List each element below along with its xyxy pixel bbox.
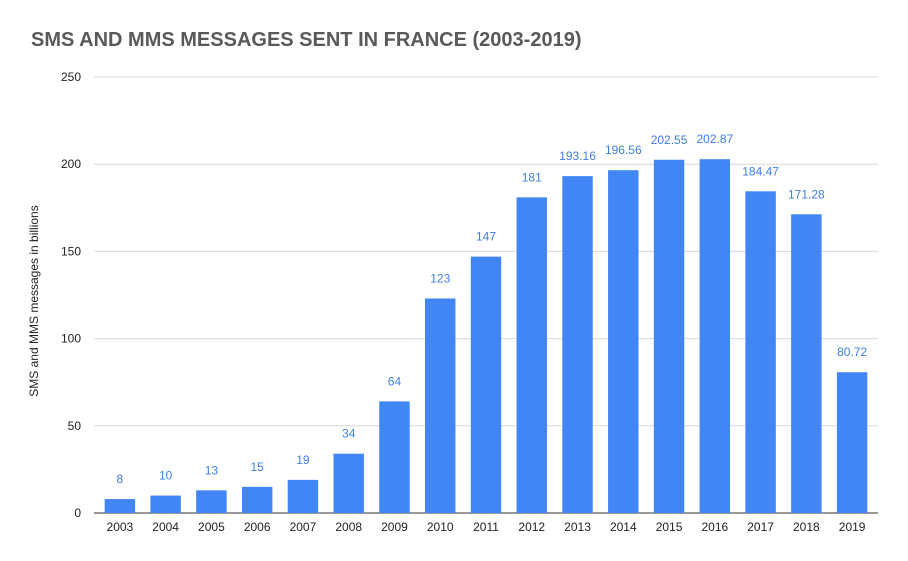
bar-data-label: 181	[522, 170, 542, 184]
x-tick-label: 2009	[381, 520, 408, 534]
bar	[425, 298, 456, 513]
chart-title: SMS AND MMS MESSAGES SENT IN FRANCE (200…	[31, 29, 582, 51]
bar-data-label: 171.28	[788, 187, 825, 201]
data-labels: 8 10 13 15 19 34 64 123 147 181 193.16 196.56 202.55…	[117, 132, 868, 486]
x-tick-label: 2012	[518, 520, 545, 534]
bar-data-label: 8	[117, 472, 124, 486]
bar	[379, 401, 410, 513]
bar-data-label: 13	[205, 463, 219, 477]
x-tick-label: 2017	[747, 520, 774, 534]
x-tick-label: 2019	[839, 520, 866, 534]
bar	[150, 495, 181, 513]
bar-data-label: 202.55	[651, 133, 688, 147]
bar-data-label: 184.47	[742, 164, 779, 178]
bar-data-label: 193.16	[559, 149, 596, 163]
bar-data-label: 64	[388, 374, 402, 388]
bar	[653, 159, 685, 513]
bar-data-label: 34	[342, 427, 356, 441]
x-axis-ticks: 2003 2004 2005 2006 2007 2008 2009 2010 2011 2012…	[107, 520, 866, 534]
bar-data-label: 80.72	[837, 345, 867, 359]
x-tick-label: 2018	[793, 520, 820, 534]
bar	[791, 214, 822, 514]
y-axis-label: SMS and MMS messages in billions	[27, 205, 41, 396]
y-tick-label: 250	[61, 70, 81, 84]
y-tick-label: 200	[61, 157, 81, 171]
y-tick-label: 50	[68, 419, 82, 433]
bar	[470, 256, 502, 513]
bar	[608, 170, 639, 514]
x-tick-label: 2004	[152, 520, 179, 534]
bar	[836, 372, 868, 513]
x-tick-label: 2007	[290, 520, 317, 534]
bar-data-label: 202.87	[696, 132, 733, 146]
bar	[196, 490, 227, 513]
x-tick-label: 2011	[473, 520, 499, 534]
x-tick-label: 2015	[656, 520, 683, 534]
bar	[516, 197, 547, 513]
x-tick-label: 2005	[198, 520, 225, 534]
y-tick-label: 100	[61, 332, 81, 346]
bar-data-label: 19	[296, 453, 310, 467]
y-axis-ticks: 0 50 100 150 200 250	[61, 70, 81, 520]
bar-data-label: 123	[430, 271, 450, 285]
y-tick-label: 150	[61, 244, 81, 258]
x-tick-label: 2010	[427, 520, 454, 534]
bar-data-label: 15	[250, 460, 264, 474]
bar	[333, 453, 364, 513]
bar	[241, 486, 273, 513]
bar	[104, 499, 136, 513]
bars	[104, 159, 868, 514]
bar	[745, 191, 776, 514]
y-tick-label: 0	[74, 506, 81, 520]
x-tick-label: 2014	[610, 520, 637, 534]
x-tick-label: 2006	[244, 520, 271, 534]
bar	[562, 176, 593, 513]
bar-data-label: 196.56	[605, 143, 642, 157]
x-tick-label: 2003	[107, 520, 134, 534]
bar	[287, 479, 319, 513]
bar-data-label: 147	[476, 230, 496, 244]
bar	[699, 159, 731, 514]
bar-data-label: 10	[159, 469, 173, 483]
x-tick-label: 2008	[335, 520, 362, 534]
x-tick-label: 2016	[701, 520, 728, 534]
x-tick-label: 2013	[564, 520, 591, 534]
